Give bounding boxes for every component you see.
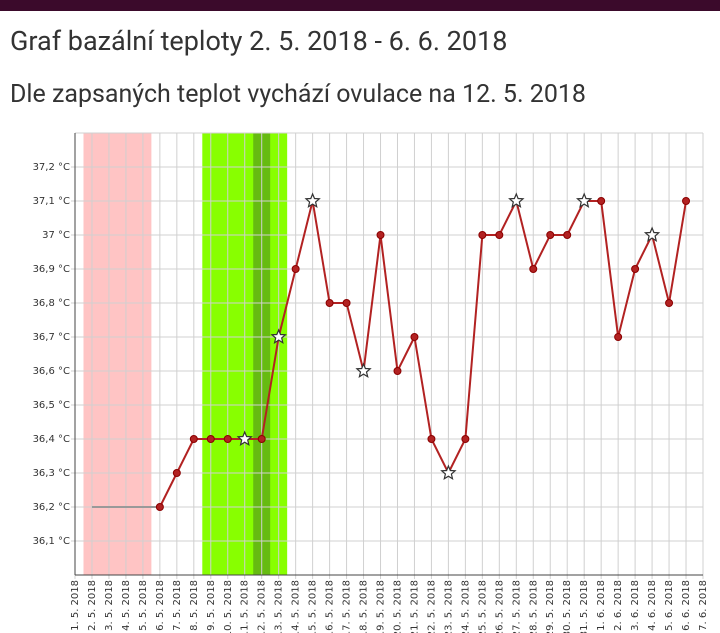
star-marker: [440, 464, 457, 480]
x-tick-label: 16. 5. 2018: [325, 580, 336, 633]
x-tick-label: 28. 5. 2018: [528, 580, 539, 633]
point-marker: [614, 333, 623, 341]
x-tick-label: 26. 5. 2018: [494, 580, 505, 633]
point-marker: [257, 435, 266, 443]
y-tick-label: 36,4 °C: [33, 434, 70, 445]
point-marker: [597, 197, 606, 205]
x-tick-label: 2. 5. 2018: [87, 580, 98, 631]
x-tick-label: 9. 5. 2018: [206, 580, 217, 631]
x-tick-label: 3. 6. 2018: [630, 580, 641, 631]
x-tick-label: 8. 5. 2018: [189, 580, 200, 631]
point-marker: [546, 231, 555, 239]
x-tick-label: 29. 5. 2018: [545, 580, 556, 633]
x-tick-label: 6. 6. 2018: [681, 580, 692, 631]
x-tick-label: 7. 6. 2018: [698, 580, 709, 631]
top-bar: [0, 0, 720, 11]
point-marker: [172, 469, 181, 477]
point-marker: [665, 299, 674, 307]
x-tick-label: 30. 5. 2018: [562, 580, 573, 633]
x-tick-label: 6. 5. 2018: [155, 580, 166, 631]
point-marker: [410, 333, 419, 341]
point-marker: [563, 231, 572, 239]
star-marker: [575, 192, 593, 208]
y-tick-label: 37,2 °C: [33, 162, 70, 173]
x-tick-label: 31. 5. 2018: [579, 580, 590, 633]
star-marker: [643, 226, 661, 242]
x-tick-label: 10. 5. 2018: [223, 580, 234, 633]
star-marker: [355, 362, 372, 378]
point-marker: [155, 503, 164, 511]
chart-title: Graf bazální teploty 2. 5. 2018 - 6. 6. …: [10, 25, 508, 57]
point-marker: [682, 197, 691, 205]
x-tick-label: 4. 6. 2018: [647, 580, 658, 631]
x-tick-label: 7. 5. 2018: [172, 580, 183, 631]
point-marker: [427, 435, 436, 443]
x-tick-label: 19. 5. 2018: [376, 580, 387, 633]
star-marker: [236, 430, 253, 446]
point-marker: [631, 265, 640, 273]
point-marker: [495, 231, 504, 239]
x-tick-label: 25. 5. 2018: [477, 580, 488, 633]
menstruation-band: [83, 133, 152, 575]
y-tick-label: 36,7 °C: [33, 332, 70, 343]
y-tick-label: 36,9 °C: [33, 264, 70, 275]
y-tick-label: 36,5 °C: [33, 400, 70, 411]
x-tick-label: 4. 5. 2018: [121, 580, 132, 631]
point-marker: [529, 265, 538, 273]
chart-subtitle: Dle zapsaných teplot vychází ovulace na …: [10, 80, 586, 109]
x-tick-label: 5. 5. 2018: [138, 580, 149, 631]
y-tick-label: 36,1 °C: [33, 536, 70, 547]
x-tick-label: 23. 5. 2018: [443, 580, 454, 633]
star-marker: [304, 192, 321, 208]
x-tick-label: 1. 5. 2018: [70, 580, 81, 631]
x-tick-label: 12. 5. 2018: [257, 580, 268, 633]
point-marker: [223, 435, 232, 443]
x-tick-label: 20. 5. 2018: [392, 580, 403, 633]
y-tick-label: 36,8 °C: [33, 298, 70, 309]
star-marker: [270, 328, 287, 344]
x-tick-label: 1. 6. 2018: [596, 580, 607, 631]
x-tick-label: 22. 5. 2018: [426, 580, 437, 633]
x-tick-label: 24. 5. 2018: [460, 580, 471, 633]
point-marker: [342, 299, 351, 307]
x-tick-label: 2. 6. 2018: [613, 580, 624, 631]
x-tick-label: 21. 5. 2018: [409, 580, 420, 633]
point-marker: [461, 435, 470, 443]
point-marker: [189, 435, 198, 443]
x-tick-label: 15. 5. 2018: [308, 580, 319, 633]
y-tick-label: 37,1 °C: [33, 196, 70, 207]
point-marker: [376, 231, 385, 239]
y-tick-label: 36,3 °C: [33, 468, 70, 479]
y-tick-label: 36,2 °C: [33, 502, 70, 513]
point-marker: [291, 265, 300, 273]
x-tick-label: 27. 5. 2018: [511, 580, 522, 633]
x-tick-label: 5. 6. 2018: [664, 580, 675, 631]
y-tick-label: 37 °C: [42, 230, 70, 241]
point-marker: [206, 435, 215, 443]
point-marker: [393, 367, 402, 375]
y-tick-label: 36,6 °C: [33, 366, 70, 377]
x-tick-label: 18. 5. 2018: [359, 580, 370, 633]
point-marker: [478, 231, 487, 239]
x-tick-label: 11. 5. 2018: [240, 580, 251, 633]
x-tick-label: 17. 5. 2018: [342, 580, 353, 633]
x-tick-label: 13. 5. 2018: [274, 580, 285, 633]
x-tick-label: 3. 5. 2018: [104, 580, 115, 631]
star-marker: [508, 192, 525, 208]
x-tick-label: 14. 5. 2018: [291, 580, 302, 633]
point-marker: [325, 299, 334, 307]
